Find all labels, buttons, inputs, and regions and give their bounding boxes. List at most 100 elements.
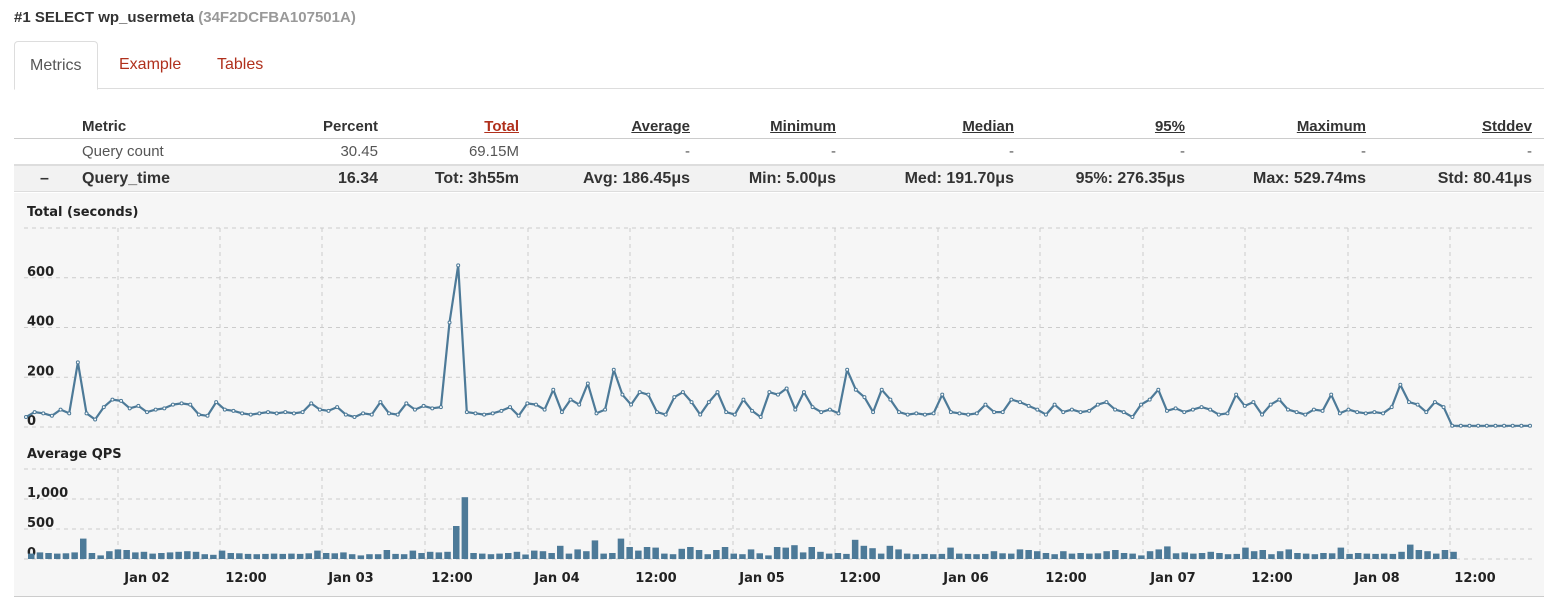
col-median-link[interactable]: Median [962, 117, 1014, 135]
col-median[interactable]: Median [848, 114, 1026, 139]
bar [426, 551, 434, 559]
data-point [1510, 423, 1515, 428]
bar [773, 547, 781, 559]
tab-metrics[interactable]: Metrics [14, 41, 98, 90]
data-point [378, 400, 383, 405]
data-point [905, 412, 910, 417]
data-point [516, 413, 521, 418]
data-point [231, 408, 236, 413]
col-95[interactable]: 95% [1026, 114, 1197, 139]
data-point [317, 407, 322, 412]
bar [201, 554, 208, 559]
data-point [274, 411, 279, 416]
col-minimum-link[interactable]: Minimum [770, 117, 836, 135]
data-point [110, 397, 115, 402]
cell-95: 95%: 276.35μs [1026, 165, 1197, 192]
data-point [542, 407, 547, 412]
bar [912, 554, 920, 559]
bar [531, 550, 538, 559]
data-point [689, 400, 694, 405]
cell-minimum: Min: 5.00μs [702, 165, 848, 192]
col-total[interactable]: Total [390, 114, 531, 139]
page-title: #1 SELECT wp_usermeta (34F2DCFBA107501A) [14, 9, 356, 26]
row-toggle [14, 138, 82, 166]
bar [765, 555, 772, 559]
col-95-link[interactable]: 95% [1154, 117, 1185, 135]
bar [28, 553, 35, 559]
col-average[interactable]: Average [531, 114, 702, 139]
data-point [1519, 423, 1524, 428]
data-point [1337, 411, 1342, 416]
data-point [1216, 412, 1221, 417]
data-point [309, 401, 314, 406]
bar [869, 548, 876, 559]
bar [574, 549, 581, 559]
bar [1190, 553, 1197, 559]
bar [227, 553, 234, 559]
data-point [136, 403, 141, 408]
collapse-toggle[interactable]: – [14, 165, 82, 192]
data-point [127, 406, 132, 411]
bar [132, 552, 139, 559]
bar [210, 554, 217, 559]
toggle-header [14, 114, 82, 139]
cell-95: - [1026, 138, 1197, 166]
data-point [170, 402, 175, 407]
bar [860, 545, 868, 559]
col-average-link[interactable]: Average [631, 117, 690, 135]
data-point [499, 408, 504, 413]
data-point [1182, 410, 1187, 415]
data-point [93, 417, 98, 422]
bar [1276, 551, 1284, 559]
data-point [1147, 397, 1152, 402]
x-tick-label: Jan 02 [123, 571, 169, 586]
x-tick-label: 12:00 [1251, 571, 1292, 586]
y-tick-label: 0 [27, 546, 36, 561]
tab-example[interactable]: Example [119, 56, 182, 73]
bar [591, 540, 599, 559]
bar [687, 547, 694, 559]
y-tick-label: 1,000 [27, 486, 68, 501]
bar [834, 553, 842, 559]
bar [123, 550, 130, 559]
data-point [300, 410, 305, 415]
data-point [784, 386, 789, 391]
data-point [222, 407, 227, 412]
bar [1172, 553, 1180, 559]
bar [288, 553, 295, 559]
bar [262, 553, 269, 559]
bar [843, 553, 850, 559]
bar [305, 553, 312, 559]
data-point [983, 402, 988, 407]
data-point [992, 410, 997, 415]
col-minimum[interactable]: Minimum [702, 114, 848, 139]
data-point [957, 411, 962, 416]
data-point [897, 410, 902, 415]
bar [808, 547, 815, 559]
bar [54, 553, 61, 559]
data-point [551, 387, 556, 392]
col-stddev-link[interactable]: Stddev [1481, 117, 1532, 135]
col-maximum-link[interactable]: Maximum [1296, 117, 1366, 135]
col-total-link[interactable]: Total [484, 117, 519, 135]
data-point [335, 405, 340, 410]
data-point [646, 392, 651, 397]
bar [956, 553, 963, 559]
data-point [1381, 411, 1386, 416]
tab-tables[interactable]: Tables [217, 56, 264, 73]
data-point [395, 412, 400, 417]
data-point [1268, 402, 1273, 407]
data-point [387, 411, 392, 416]
col-stddev[interactable]: Stddev [1378, 114, 1544, 139]
bar [1363, 553, 1371, 559]
data-point [1234, 392, 1239, 397]
bar [799, 552, 807, 559]
col-maximum[interactable]: Maximum [1197, 114, 1378, 139]
table-row-expanded[interactable]: – Query_time 16.34 Tot: 3h55m Avg: 186.4… [14, 165, 1544, 192]
bar [487, 554, 495, 559]
bar [1068, 553, 1076, 559]
data-point [620, 392, 625, 397]
x-tick-label: 12:00 [225, 571, 266, 586]
bar [1198, 553, 1206, 559]
data-point [853, 387, 858, 392]
